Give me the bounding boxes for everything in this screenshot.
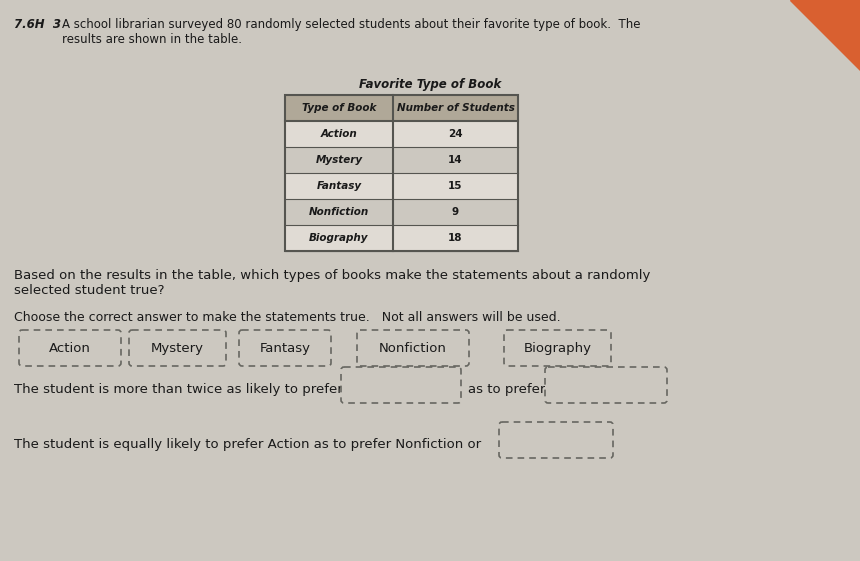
Bar	[285, 173, 518, 199]
FancyBboxPatch shape	[239, 330, 331, 366]
Bar	[285, 147, 518, 173]
Text: A school librarian surveyed 80 randomly selected students about their favorite t: A school librarian surveyed 80 randomly …	[62, 18, 641, 46]
Text: Number of Students: Number of Students	[396, 103, 514, 113]
Text: Biography: Biography	[310, 233, 369, 243]
Text: 15: 15	[448, 181, 463, 191]
FancyBboxPatch shape	[341, 367, 461, 403]
Text: as to prefer: as to prefer	[468, 383, 545, 396]
Text: Favorite Type of Book: Favorite Type of Book	[359, 78, 501, 91]
Text: Action: Action	[49, 342, 91, 355]
Polygon shape	[790, 0, 860, 70]
FancyBboxPatch shape	[19, 330, 121, 366]
Text: Nonfiction: Nonfiction	[379, 342, 447, 355]
Text: 18: 18	[448, 233, 463, 243]
Text: Mystery: Mystery	[151, 342, 204, 355]
Text: 24: 24	[448, 129, 463, 139]
Bar	[285, 95, 518, 121]
FancyBboxPatch shape	[504, 330, 611, 366]
FancyBboxPatch shape	[357, 330, 469, 366]
FancyBboxPatch shape	[499, 422, 613, 458]
Text: Based on the results in the table, which types of books make the statements abou: Based on the results in the table, which…	[14, 269, 650, 297]
Text: Fantasy: Fantasy	[260, 342, 310, 355]
Bar	[285, 95, 518, 251]
Bar	[285, 121, 518, 147]
Text: Nonfiction: Nonfiction	[309, 207, 369, 217]
FancyBboxPatch shape	[129, 330, 226, 366]
Bar	[285, 199, 518, 225]
FancyBboxPatch shape	[545, 367, 667, 403]
Text: Type of Book: Type of Book	[302, 103, 376, 113]
Text: Biography: Biography	[524, 342, 592, 355]
Text: The student is equally likely to prefer Action as to prefer Nonfiction or: The student is equally likely to prefer …	[14, 438, 481, 450]
Text: 7.6H  3: 7.6H 3	[14, 18, 61, 31]
Text: Mystery: Mystery	[316, 155, 363, 165]
Text: Choose the correct answer to make the statements true.   Not all answers will be: Choose the correct answer to make the st…	[14, 311, 561, 324]
Text: 14: 14	[448, 155, 463, 165]
Text: The student is more than twice as likely to prefer: The student is more than twice as likely…	[14, 383, 343, 396]
Text: Action: Action	[321, 129, 358, 139]
Text: Fantasy: Fantasy	[316, 181, 361, 191]
Bar	[285, 225, 518, 251]
Text: 9: 9	[452, 207, 459, 217]
